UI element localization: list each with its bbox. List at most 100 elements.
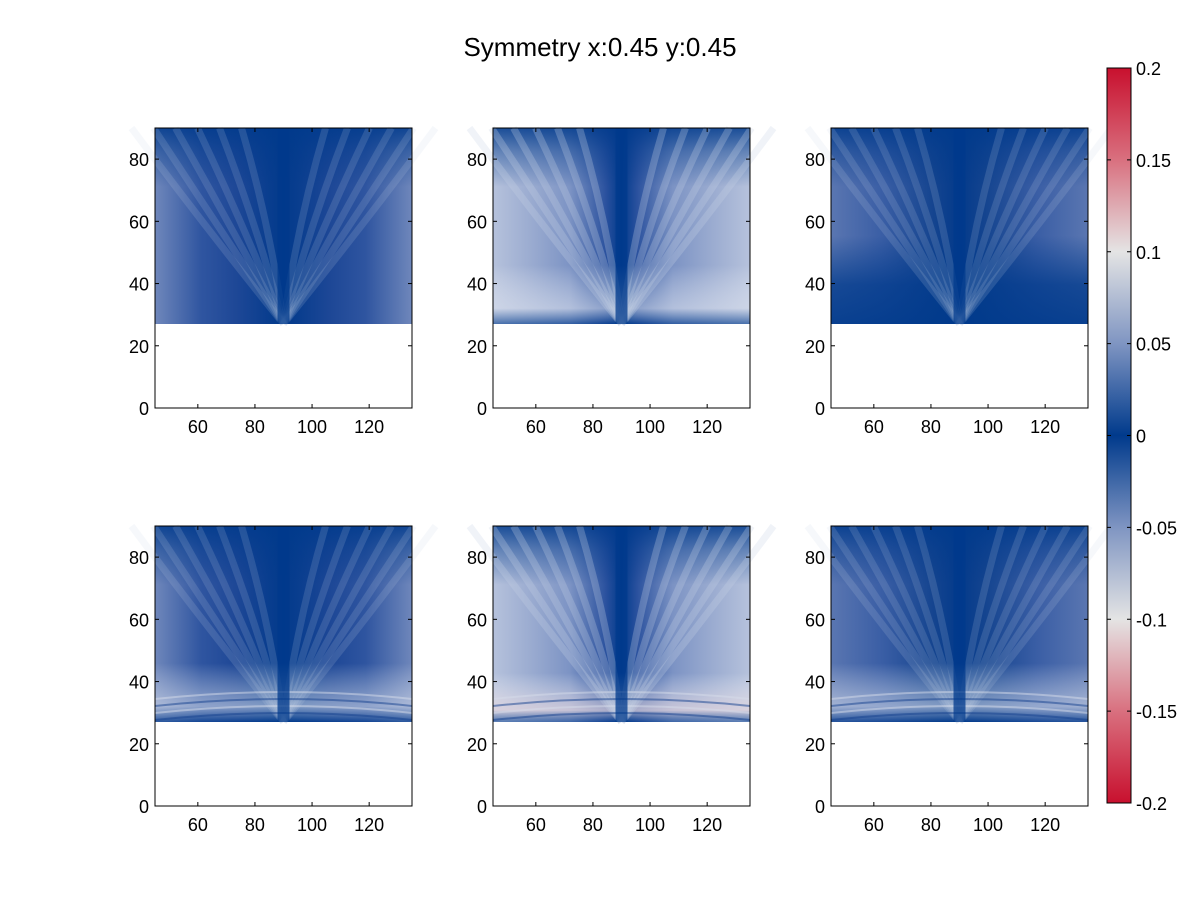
heatmap-streak	[532, 126, 625, 326]
y-tick-label: 20	[805, 337, 825, 357]
heatmap-streak	[618, 523, 777, 725]
heatmap-streak	[826, 126, 963, 326]
heatmap-streak	[150, 126, 287, 326]
y-tick-label: 20	[129, 735, 149, 755]
x-tick-label: 80	[583, 815, 603, 835]
heatmap-center-band	[953, 526, 966, 722]
heatmap-streak	[870, 126, 963, 326]
y-tick-label: 80	[129, 548, 149, 568]
y-tick-label: 60	[805, 212, 825, 232]
colorbar-tick-label: 0.05	[1136, 335, 1171, 355]
heatmap-streak	[280, 523, 439, 725]
heatmap-streak	[172, 126, 287, 326]
x-tick-label: 80	[921, 815, 941, 835]
colorbar-tick-label: 0	[1136, 427, 1146, 447]
y-tick-label: 20	[129, 337, 149, 357]
y-tick-label: 40	[467, 275, 487, 295]
x-tick-label: 80	[921, 417, 941, 437]
colorbar-tick-label: -0.05	[1136, 518, 1177, 538]
y-tick-label: 0	[139, 797, 149, 817]
heatmap-streak	[150, 524, 287, 724]
heatmap-streak	[848, 524, 963, 724]
heatmap-streak	[618, 126, 711, 326]
y-tick-label: 40	[467, 673, 487, 693]
heatmap-streak	[892, 126, 963, 325]
x-tick-label: 120	[1030, 417, 1060, 437]
heatmap-streak	[554, 126, 625, 325]
y-tick-label: 80	[805, 548, 825, 568]
heatmap-streak	[488, 524, 625, 724]
panel-6: 60 80 100 120 0 20 40 60 80	[804, 523, 1115, 835]
colorbar-tick-label: -0.15	[1136, 702, 1177, 722]
x-tick-label: 80	[245, 815, 265, 835]
heatmap-streak	[956, 523, 1115, 725]
colorbar-tick-label: 0.2	[1136, 59, 1161, 79]
x-tick-label: 100	[973, 815, 1003, 835]
colorbar-tick-label: 0.15	[1136, 151, 1171, 171]
y-tick-label: 0	[815, 399, 825, 419]
heatmap-streak	[280, 524, 417, 724]
y-tick-label: 40	[805, 673, 825, 693]
y-tick-label: 60	[129, 212, 149, 232]
heatmap-streak	[128, 125, 287, 327]
heatmap-streak	[618, 126, 733, 326]
panel-5: 60 80 100 120 0 20 40 60 80	[466, 523, 777, 835]
heatmap-streak	[280, 126, 417, 326]
heatmap-streak	[804, 523, 963, 725]
heatmap-streak	[956, 126, 1093, 326]
x-tick-label: 60	[864, 815, 884, 835]
x-tick-label: 80	[583, 417, 603, 437]
heatmap-streak	[618, 126, 755, 326]
colorbar-tick-label: -0.1	[1136, 610, 1167, 630]
heatmap-center-band	[953, 128, 966, 324]
heatmap-streak	[848, 126, 963, 326]
y-tick-label: 40	[129, 275, 149, 295]
y-tick-label: 60	[467, 212, 487, 232]
heatmap-streak	[510, 524, 625, 724]
y-tick-label: 0	[477, 797, 487, 817]
y-tick-label: 60	[805, 610, 825, 630]
axes-frame	[492, 127, 751, 409]
y-tick-label: 60	[467, 610, 487, 630]
x-tick-label: 100	[635, 815, 665, 835]
heatmap-streak	[172, 524, 287, 724]
heatmap-streak	[618, 126, 689, 325]
x-tick-label: 60	[526, 815, 546, 835]
heatmap-streak	[956, 126, 1049, 326]
colorbar-ticks: 0.2 0.15 0.1 0.05 0 -0.05 -0.1 -0.15 -0.2	[1107, 59, 1177, 814]
heatmap-streak	[618, 125, 777, 327]
heatmap-streak	[466, 523, 625, 725]
colorbar-tick-label: -0.2	[1136, 794, 1167, 814]
x-tick-label: 60	[864, 417, 884, 437]
x-tick-label: 120	[354, 417, 384, 437]
axes-frame	[830, 127, 1089, 409]
panel-1: 60 80 100 120 0 20 40 60 80	[128, 125, 439, 437]
heatmap-center-band	[277, 526, 290, 722]
heatmap-streak	[280, 126, 351, 325]
heatmap-streak	[956, 524, 1093, 724]
x-tick-label: 120	[354, 815, 384, 835]
y-tick-label: 80	[467, 548, 487, 568]
heatmap-streak	[956, 126, 1027, 325]
y-tick-label: 80	[467, 150, 487, 170]
chart-title: Symmetry x:0.45 y:0.45	[463, 32, 736, 62]
heatmap-streak	[280, 125, 439, 327]
heatmap-streak	[194, 126, 287, 326]
y-tick-label: 20	[467, 337, 487, 357]
heatmap-streak	[956, 125, 1115, 327]
heatmap-streak	[466, 125, 625, 327]
axes-frame	[830, 525, 1089, 807]
y-tick-label: 20	[467, 735, 487, 755]
heatmap-streak	[488, 126, 625, 326]
x-tick-label: 120	[692, 815, 722, 835]
x-tick-label: 60	[526, 417, 546, 437]
heatmap-streak	[618, 524, 733, 724]
y-tick-label: 40	[805, 275, 825, 295]
axes-frame	[154, 525, 413, 807]
x-tick-label: 120	[1030, 815, 1060, 835]
colorbar-tick-label: 0.1	[1136, 243, 1161, 263]
y-tick-label: 0	[477, 399, 487, 419]
heatmap-streak	[618, 524, 755, 724]
